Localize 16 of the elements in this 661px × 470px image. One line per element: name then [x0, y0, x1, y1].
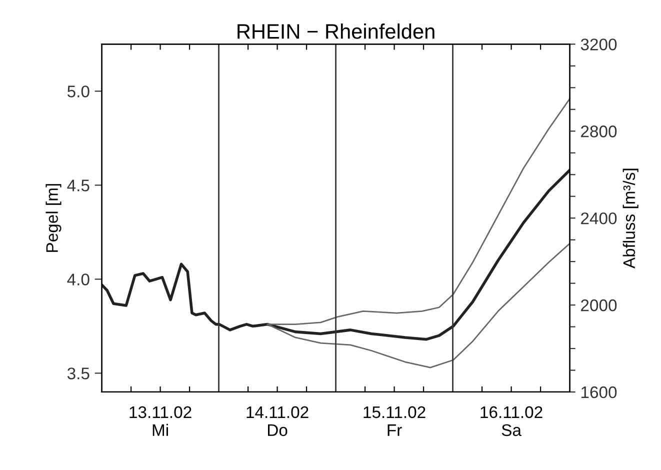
- x-tick-label: 13.11.02 Mi: [130, 406, 192, 436]
- y2-tick-label: 2400: [581, 212, 617, 224]
- y-tick-label: 4.5: [67, 180, 90, 192]
- y-axis-title: Pegel [m]: [46, 184, 62, 252]
- x-tick-label: 15.11.02 Fr: [364, 406, 426, 436]
- chart-title: RHEIN − Rheinfelden: [238, 24, 434, 39]
- y2-tick-label: 1600: [581, 386, 617, 398]
- y2-tick-label: 2000: [581, 299, 617, 312]
- y2-axis-title: Abfluss [m³/s]: [622, 168, 638, 269]
- y-tick-label: 5.0: [67, 86, 90, 98]
- y2-tick-label: 2800: [581, 126, 617, 138]
- x-tick-label: 14.11.02 Do: [246, 406, 308, 436]
- y-tick-label: 3.5: [67, 368, 90, 380]
- y-tick-label: 4.0: [67, 274, 90, 286]
- x-tick-label: 16.11.02 Sa: [480, 406, 542, 436]
- y2-tick-label: 3200: [580, 38, 617, 50]
